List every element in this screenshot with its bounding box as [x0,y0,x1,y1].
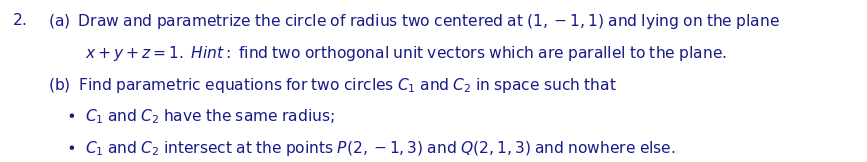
Text: $\mathrm{(a)\;\;Draw\;and\;parametrize\;the\;circle\;of\;radius\;two\;centered\;: $\mathrm{(a)\;\;Draw\;and\;parametrize\;… [48,12,779,31]
Text: $\mathrm{(b)\;\;Find\;parametric\;equations\;for\;two\;circles\;}C_1\mathrm{\;an: $\mathrm{(b)\;\;Find\;parametric\;equati… [48,76,616,95]
Text: $\bullet$: $\bullet$ [66,139,75,154]
Text: $\bullet$: $\bullet$ [66,107,75,122]
Text: $C_1\mathrm{\;and\;}C_2\mathrm{\;have\;the\;same\;radius;}$: $C_1\mathrm{\;and\;}C_2\mathrm{\;have\;t… [85,107,335,126]
Text: $\mathrm{2.}$: $\mathrm{2.}$ [12,12,27,29]
Text: $C_1\mathrm{\;and\;}C_2\mathrm{\;intersect\;at\;the\;points\;}P(2,-1,3)\mathrm{\: $C_1\mathrm{\;and\;}C_2\mathrm{\;interse… [85,139,675,158]
Text: $x+y+z=1.\;\mathrm{\mathit{Hint}:\;find\;two\;orthogonal\;unit\;vectors\;which\;: $x+y+z=1.\;\mathrm{\mathit{Hint}:\;find\… [85,44,727,63]
